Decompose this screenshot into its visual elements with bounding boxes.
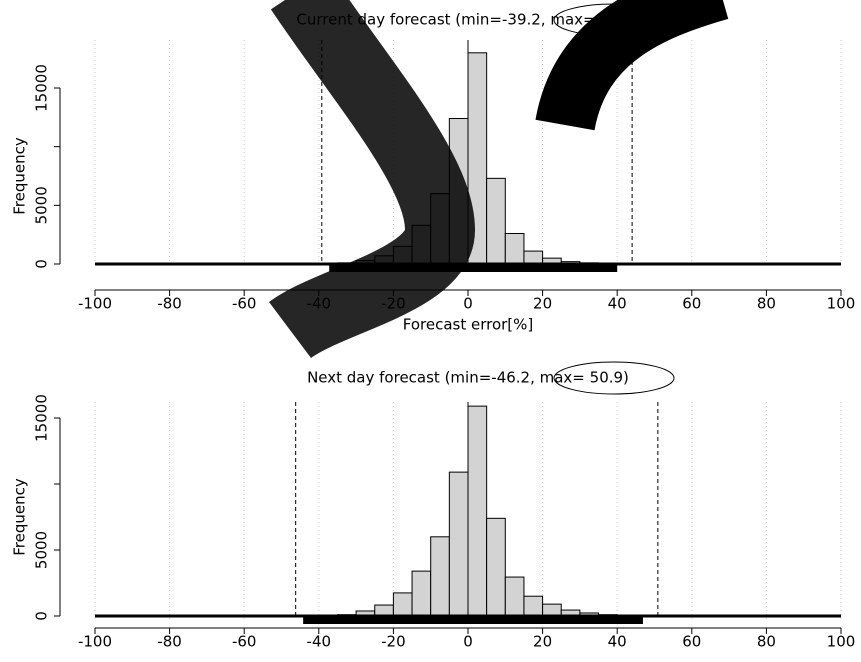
x-tick-label: 60 <box>682 633 701 651</box>
bar <box>430 536 450 617</box>
x-tick-label: 40 <box>608 295 627 313</box>
y-tick-label: 15000 <box>33 64 51 112</box>
x-tick-label: 40 <box>608 633 627 651</box>
x-tick-label: 80 <box>757 295 776 313</box>
bar <box>504 232 525 265</box>
bar <box>542 603 562 617</box>
x-tick-label: 0 <box>463 633 473 651</box>
annotation-circle <box>553 361 675 395</box>
y-axis-label: Frequency <box>11 478 29 556</box>
bar <box>486 177 506 265</box>
overlay-stroke <box>269 0 476 360</box>
y-axis-label: Frequency <box>11 137 29 215</box>
y-tick-label: 0 <box>33 259 51 269</box>
rug <box>329 264 618 272</box>
x-tick-label: 20 <box>533 295 552 313</box>
x-axis-label: Forecast error[%] <box>403 316 534 334</box>
bar <box>374 604 394 617</box>
y-tick-label: 0 <box>33 611 51 621</box>
bar <box>411 570 432 617</box>
bar <box>448 471 469 617</box>
x-tick-label: -60 <box>232 633 257 651</box>
x-tick-label: -20 <box>381 633 406 651</box>
x-tick-label: 60 <box>682 295 701 313</box>
x-tick-label: -100 <box>78 295 112 313</box>
x-tick-label: 0 <box>463 295 473 313</box>
x-tick-label: -100 <box>78 633 112 651</box>
bar <box>392 592 413 617</box>
x-tick-label: 100 <box>827 633 856 651</box>
bar <box>467 405 488 617</box>
rug <box>303 616 643 624</box>
bar <box>486 517 506 617</box>
x-tick-label: -80 <box>157 633 182 651</box>
bar <box>504 576 525 617</box>
y-tick-label: 5000 <box>33 186 51 224</box>
bar <box>523 250 544 265</box>
x-tick-label: 100 <box>827 295 856 313</box>
y-tick-label: 15000 <box>33 394 51 442</box>
x-tick-label: -80 <box>157 295 182 313</box>
x-tick-label: -60 <box>232 295 257 313</box>
bar <box>523 595 544 617</box>
y-tick-label: 5000 <box>33 531 51 569</box>
x-tick-label: -40 <box>307 633 332 651</box>
overlay-stroke <box>535 0 729 132</box>
chart-title: Current day forecast (min=-39.2, max= 44… <box>296 11 639 29</box>
x-tick-label: 80 <box>757 633 776 651</box>
x-tick-label: 20 <box>533 633 552 651</box>
chart-title: Next day forecast (min=-46.2, max= 50.9) <box>307 369 629 387</box>
